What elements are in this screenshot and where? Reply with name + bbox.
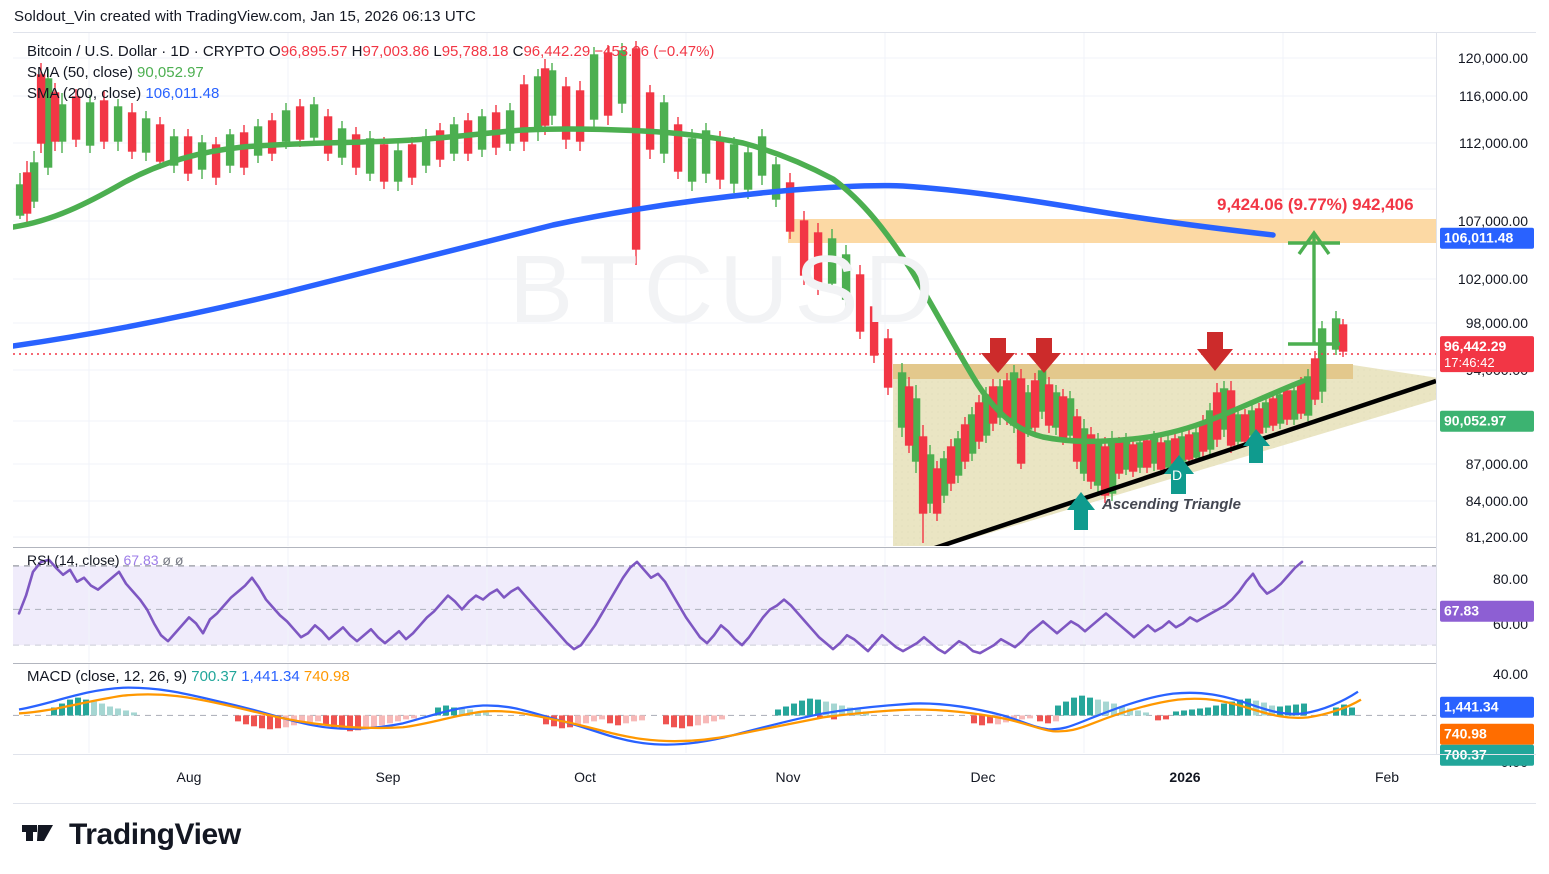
time-axis-tick: Nov <box>775 769 801 785</box>
time-axis-tick: Aug <box>176 769 202 785</box>
triangle-resistance-band <box>893 364 1353 379</box>
sma200-price-badge[interactable]: 106,011.48 <box>1440 227 1534 249</box>
price-axis-tick: 87,000.00 <box>1465 456 1528 472</box>
price-axis-tick: 112,000.00 <box>1458 135 1528 151</box>
price-pane-canvas <box>13 33 1436 546</box>
ohlc-high-label: H <box>351 43 363 60</box>
price-pane[interactable]: BTCUSD <box>13 33 1436 546</box>
sma50-line <box>13 126 1306 445</box>
time-axis-tick: Oct <box>574 769 596 785</box>
time-axis-tick: Dec <box>970 769 996 785</box>
chart-frame: BTCUSD <box>13 32 1536 804</box>
sma50-legend-title: SMA (50, close) <box>27 64 133 81</box>
macd-pane[interactable]: MACD (close, 12, 26, 9) 700.37 1,441.34 … <box>13 663 1436 753</box>
last-price-badge[interactable]: 96,442.29 17:46:42 <box>1440 336 1534 372</box>
support-arrow-4 <box>1243 429 1270 463</box>
price-axis-tick: 98,000.00 <box>1465 315 1528 331</box>
symbol-legend-title: Bitcoin / U.S. Dollar · 1D · CRYPTO <box>27 43 265 60</box>
time-axis[interactable]: Aug Sep Oct Nov Dec 2026 Feb <box>13 754 1536 804</box>
price-axis-tick: 40.00 <box>1492 666 1528 682</box>
rsi-canvas <box>13 548 1436 662</box>
macd-canvas <box>13 664 1436 753</box>
rejection-arrow-2 <box>1027 338 1061 373</box>
measurement-arrow <box>1288 230 1340 346</box>
macd-legend-title: MACD (close, 12, 26, 9) <box>27 668 188 685</box>
triangle-trendline <box>933 378 1436 546</box>
support-arrows <box>1067 429 1270 530</box>
badge-value: 1,441.34 <box>1444 698 1499 715</box>
price-axis-tick: 116,000.00 <box>1458 88 1528 104</box>
upper-resistance-zone <box>788 219 1436 243</box>
time-axis-tick: 2026 <box>1169 769 1201 785</box>
rejection-arrows <box>981 332 1233 373</box>
attribution-text: Soldout_Vin created with TradingView.com… <box>14 8 476 25</box>
badge-value: 740.98 <box>1444 725 1487 742</box>
d-marker-label: D <box>1172 467 1183 483</box>
ohlc-close-label: C <box>512 43 524 60</box>
symbol-legend[interactable]: Bitcoin / U.S. Dollar · 1D · CRYPTO O96,… <box>27 43 714 60</box>
macd-legend[interactable]: MACD (close, 12, 26, 9) 700.37 1,441.34 … <box>27 668 350 685</box>
badge-value: 96,442.29 <box>1444 338 1507 355</box>
ohlc-open-label: O <box>269 43 281 60</box>
rsi-legend-value: 67.83 <box>123 552 159 568</box>
badge-value: 106,011.48 <box>1444 229 1514 246</box>
price-axis[interactable]: 120,000.00 116,000.00 112,000.00 107,000.00… <box>1436 33 1536 770</box>
price-grid <box>13 33 1436 546</box>
macd-legend-macd: 1,441.34 <box>241 668 300 685</box>
sma50-legend[interactable]: SMA (50, close) 90,052.97 <box>27 64 204 81</box>
candlestick-series <box>15 41 1348 543</box>
macd-histogram <box>51 695 1355 732</box>
rsi-value-badge[interactable]: 67.83 <box>1440 600 1534 622</box>
rsi-legend-extra1: ø <box>162 552 171 568</box>
support-arrow-2 <box>1067 492 1095 530</box>
time-axis-tick: Feb <box>1374 769 1400 785</box>
pattern-label: Ascending Triangle <box>1102 496 1241 513</box>
rsi-legend[interactable]: RSI (14, close) 67.83 ø ø <box>27 552 183 568</box>
time-axis-tick: Sep <box>375 769 401 785</box>
price-axis-tick: 84,000.00 <box>1465 493 1528 509</box>
tradingview-logo-icon <box>22 825 53 841</box>
rejection-arrow-3 <box>1197 332 1233 371</box>
ohlc-low-value: 95,788.18 <box>441 43 509 60</box>
tradingview-footer[interactable]: TradingView <box>22 818 241 852</box>
sma200-legend-value: 106,011.48 <box>145 85 220 102</box>
price-axis-tick: 120,000.00 <box>1457 50 1528 66</box>
ohlc-change: −453.26 (−0.47%) <box>594 43 715 60</box>
sma200-legend[interactable]: SMA (200, close) 106,011.48 <box>27 85 219 102</box>
ohlc-close-value: 96,442.29 <box>523 43 591 60</box>
macd-line-badge[interactable]: 1,441.34 <box>1440 696 1534 718</box>
rejection-arrow-1 <box>981 338 1015 373</box>
price-axis-tick: 80.00 <box>1492 571 1528 587</box>
price-axis-tick: 102,000.00 <box>1457 271 1528 287</box>
sma200-line <box>13 182 1276 349</box>
support-arrow-3 <box>1164 455 1194 494</box>
badge-value: 67.83 <box>1444 602 1480 619</box>
macd-signal-badge[interactable]: 740.98 <box>1440 723 1534 745</box>
sma200-legend-title: SMA (200, close) <box>27 85 142 102</box>
badge-subvalue: 17:46:42 <box>1444 354 1495 370</box>
rsi-pane[interactable]: RSI (14, close) 67.83 ø ø <box>13 547 1436 662</box>
ohlc-open-value: 96,895.57 <box>280 43 348 60</box>
ohlc-low-label: L <box>433 43 442 60</box>
rsi-legend-title: RSI (14, close) <box>27 552 120 568</box>
sma50-price-badge[interactable]: 90,052.97 <box>1440 410 1534 432</box>
price-axis-tick: 81,200.00 <box>1465 529 1528 545</box>
measurement-label: 9,424.06 (9.77%) 942,406 <box>1217 195 1414 214</box>
macd-legend-hist: 700.37 <box>191 668 238 685</box>
macd-legend-signal: 740.98 <box>303 668 350 685</box>
ohlc-high-value: 97,003.86 <box>362 43 430 60</box>
sma50-legend-value: 90,052.97 <box>137 64 204 81</box>
tradingview-wordmark: TradingView <box>69 818 241 851</box>
price-axis-tick: 107,000.00 <box>1457 213 1528 229</box>
rsi-legend-extra2: ø <box>174 552 184 568</box>
rsi-line <box>17 558 1304 655</box>
badge-value: 90,052.97 <box>1444 412 1507 429</box>
macd-signal-line <box>18 693 1362 743</box>
